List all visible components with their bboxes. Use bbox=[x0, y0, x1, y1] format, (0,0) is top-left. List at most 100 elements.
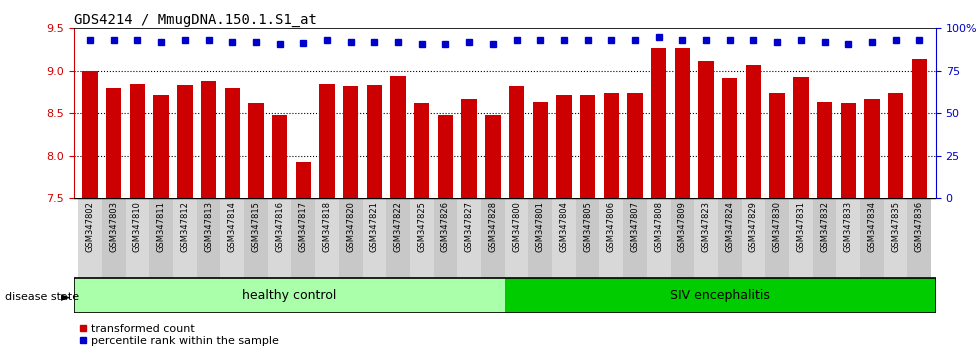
Text: healthy control: healthy control bbox=[242, 289, 336, 302]
Bar bbox=[836, 198, 860, 278]
Text: GSM347823: GSM347823 bbox=[702, 201, 710, 252]
Bar bbox=[670, 198, 694, 278]
Bar bbox=[557, 96, 571, 354]
Bar bbox=[505, 198, 528, 278]
Text: ►: ► bbox=[61, 291, 71, 304]
Text: GSM347836: GSM347836 bbox=[914, 201, 924, 252]
Bar bbox=[817, 102, 832, 354]
Bar bbox=[224, 88, 240, 354]
Text: GSM347824: GSM347824 bbox=[725, 201, 734, 251]
Bar bbox=[106, 88, 122, 354]
Bar bbox=[718, 198, 742, 278]
Bar bbox=[789, 198, 812, 278]
Bar bbox=[742, 198, 765, 278]
Bar bbox=[911, 59, 927, 354]
Bar bbox=[765, 198, 789, 278]
Bar bbox=[481, 198, 505, 278]
Bar bbox=[173, 198, 197, 278]
Bar bbox=[339, 198, 363, 278]
Bar bbox=[722, 78, 738, 354]
Bar bbox=[580, 95, 595, 354]
Text: GSM347814: GSM347814 bbox=[227, 201, 237, 251]
Text: GSM347800: GSM347800 bbox=[512, 201, 521, 251]
Bar bbox=[458, 198, 481, 278]
Bar bbox=[509, 86, 524, 354]
Bar bbox=[319, 84, 335, 354]
Bar bbox=[197, 198, 220, 278]
Bar bbox=[884, 198, 907, 278]
Bar bbox=[433, 198, 458, 278]
Text: GSM347806: GSM347806 bbox=[607, 201, 615, 252]
Bar bbox=[627, 93, 643, 354]
Text: GSM347804: GSM347804 bbox=[560, 201, 568, 251]
Bar bbox=[410, 198, 433, 278]
Text: GSM347808: GSM347808 bbox=[655, 201, 663, 252]
Text: GSM347828: GSM347828 bbox=[488, 201, 498, 252]
Bar bbox=[244, 198, 268, 278]
Bar bbox=[699, 61, 713, 354]
Bar bbox=[125, 198, 149, 278]
Bar bbox=[438, 115, 453, 354]
Bar bbox=[291, 198, 316, 278]
Bar bbox=[316, 198, 339, 278]
Bar bbox=[78, 198, 102, 278]
Bar bbox=[532, 102, 548, 354]
Bar bbox=[82, 71, 98, 354]
Bar bbox=[812, 198, 836, 278]
Text: GSM347835: GSM347835 bbox=[891, 201, 900, 252]
Text: GSM347822: GSM347822 bbox=[394, 201, 403, 251]
Bar bbox=[462, 99, 477, 354]
Text: GSM347816: GSM347816 bbox=[275, 201, 284, 252]
Bar bbox=[769, 93, 785, 354]
Bar bbox=[154, 95, 169, 354]
Bar bbox=[860, 198, 884, 278]
Text: GSM347810: GSM347810 bbox=[133, 201, 142, 251]
Text: GSM347831: GSM347831 bbox=[797, 201, 806, 252]
Text: GSM347825: GSM347825 bbox=[417, 201, 426, 251]
Bar bbox=[552, 198, 576, 278]
Text: GSM347813: GSM347813 bbox=[204, 201, 213, 252]
Bar bbox=[623, 198, 647, 278]
Bar bbox=[220, 198, 244, 278]
Text: GSM347802: GSM347802 bbox=[85, 201, 95, 251]
Bar bbox=[647, 198, 670, 278]
Bar bbox=[343, 86, 359, 354]
Bar bbox=[746, 65, 761, 354]
Text: GSM347805: GSM347805 bbox=[583, 201, 592, 251]
Text: GSM347829: GSM347829 bbox=[749, 201, 758, 251]
Legend: transformed count, percentile rank within the sample: transformed count, percentile rank withi… bbox=[79, 324, 279, 346]
Bar bbox=[888, 93, 904, 354]
Bar bbox=[674, 48, 690, 354]
Bar bbox=[485, 115, 501, 354]
Bar bbox=[864, 99, 880, 354]
Text: disease state: disease state bbox=[5, 292, 79, 302]
Text: GSM347821: GSM347821 bbox=[369, 201, 379, 251]
Text: GDS4214 / MmugDNA.150.1.S1_at: GDS4214 / MmugDNA.150.1.S1_at bbox=[74, 13, 317, 27]
Text: GSM347820: GSM347820 bbox=[346, 201, 355, 251]
Bar bbox=[177, 85, 192, 354]
Text: GSM347809: GSM347809 bbox=[678, 201, 687, 251]
Text: GSM347826: GSM347826 bbox=[441, 201, 450, 252]
Text: GSM347812: GSM347812 bbox=[180, 201, 189, 251]
Bar bbox=[296, 162, 311, 354]
Text: GSM347811: GSM347811 bbox=[157, 201, 166, 251]
Bar bbox=[576, 198, 600, 278]
Bar bbox=[604, 93, 619, 354]
Bar bbox=[74, 278, 505, 313]
Bar bbox=[149, 198, 173, 278]
Text: GSM347827: GSM347827 bbox=[465, 201, 473, 252]
Bar bbox=[367, 85, 382, 354]
Text: GSM347818: GSM347818 bbox=[322, 201, 331, 252]
Text: GSM347830: GSM347830 bbox=[772, 201, 782, 252]
Text: GSM347815: GSM347815 bbox=[252, 201, 261, 251]
Bar bbox=[386, 198, 410, 278]
Bar bbox=[528, 198, 552, 278]
Bar bbox=[415, 103, 429, 354]
Bar bbox=[268, 198, 291, 278]
Bar bbox=[505, 278, 936, 313]
Bar bbox=[102, 198, 125, 278]
Bar bbox=[841, 103, 856, 354]
Bar bbox=[651, 48, 666, 354]
Bar bbox=[201, 81, 217, 354]
Text: GSM347833: GSM347833 bbox=[844, 201, 853, 252]
